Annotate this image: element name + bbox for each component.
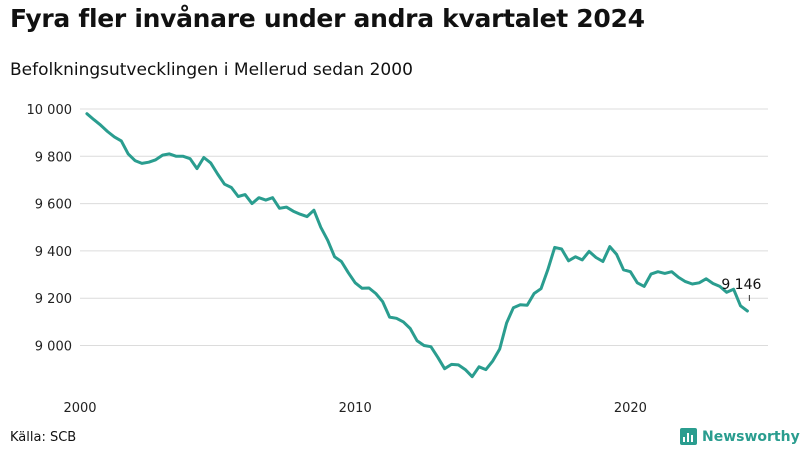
chart-subtitle: Befolkningsutvecklingen i Mellerud sedan… xyxy=(10,60,413,80)
y-tick-label: 9 400 xyxy=(35,245,72,260)
end-value-label: 9 146 xyxy=(721,277,761,293)
y-tick-label: 9 200 xyxy=(35,292,72,307)
brand-name: Newsworthy xyxy=(702,428,800,445)
gridlines xyxy=(80,108,768,346)
x-tick-label: 2020 xyxy=(614,401,647,416)
source-credit: Källa: SCB xyxy=(10,430,77,445)
y-tick-label: 9 800 xyxy=(35,150,72,165)
chart-title: Fyra fler invånare under andra kvartalet… xyxy=(10,4,645,33)
newsworthy-logo: Newsworthy xyxy=(680,428,800,445)
y-axis-ticks: 9 000 9 200 9 400 9 600 9 800 10 000 xyxy=(27,103,73,355)
x-axis-ticks: 2000 2010 2020 xyxy=(63,401,646,416)
bar-chart-icon xyxy=(680,428,697,445)
y-tick-label: 9 000 xyxy=(35,340,72,355)
x-tick-label: 2000 xyxy=(63,401,96,416)
y-tick-label: 9 600 xyxy=(35,198,72,213)
x-tick-label: 2010 xyxy=(339,401,372,416)
population-line xyxy=(85,112,749,379)
y-tick-label: 10 000 xyxy=(27,103,73,118)
